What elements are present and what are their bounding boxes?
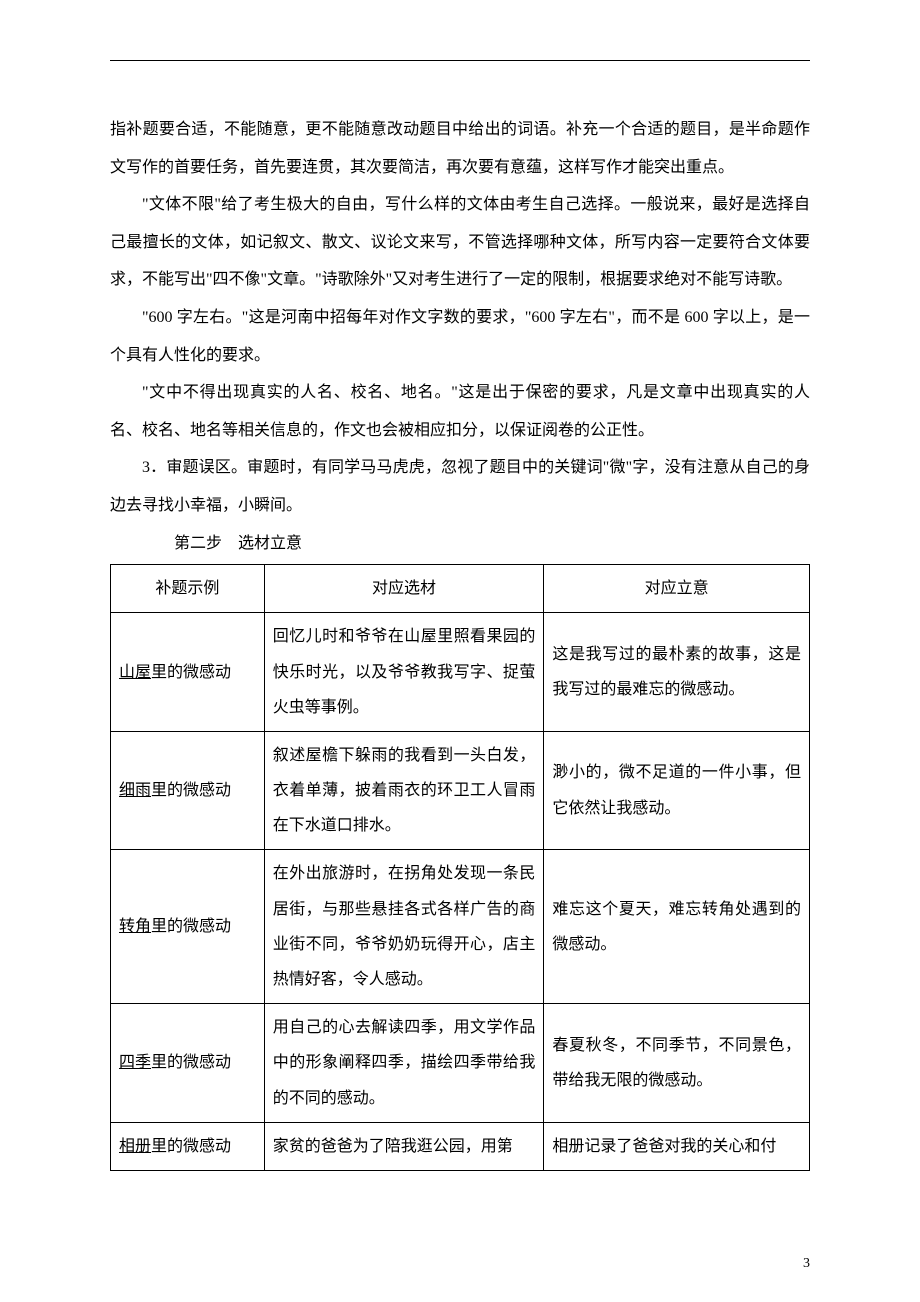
paragraph-4: "文中不得出现真实的人名、校名、地名。"这是出于保密的要求，凡是文章中出现真实的… [110,374,810,449]
cell-material: 家贫的爸爸为了陪我逛公园，用第 [264,1122,544,1170]
cell-title: 四季里的微感动 [111,1004,265,1123]
cell-title: 转角里的微感动 [111,850,265,1004]
step-title: 第二步 选材立意 [110,525,810,563]
cell-intent: 这是我写过的最朴素的故事，这是我写过的最难忘的微感动。 [544,613,810,732]
cell-title: 相册里的微感动 [111,1122,265,1170]
underline-text: 转角 [119,918,151,935]
table-row: 相册里的微感动 家贫的爸爸为了陪我逛公园，用第 相册记录了爸爸对我的关心和付 [111,1122,810,1170]
paragraph-2: "文体不限"给了考生极大的自由，写什么样的文体由考生自己选择。一般说来，最好是选… [110,186,810,299]
cell-title: 细雨里的微感动 [111,731,265,850]
top-divider [110,60,810,61]
cell-material: 用自己的心去解读四季，用文学作品中的形象阐释四季，描绘四季带给我的不同的感动。 [264,1004,544,1123]
table-header-2: 对应选材 [264,565,544,613]
cell-intent: 相册记录了爸爸对我的关心和付 [544,1122,810,1170]
cell-material: 在外出旅游时，在拐角处发现一条民居街，与那些悬挂各式各样广告的商业街不同，爷爷奶… [264,850,544,1004]
underline-text: 四季 [119,1054,151,1071]
cell-intent: 春夏秋冬，不同季节，不同景色，带给我无限的微感动。 [544,1004,810,1123]
underline-text: 细雨 [119,782,151,799]
underline-text: 相册 [119,1138,151,1155]
cell-material: 叙述屋檐下躲雨的我看到一头白发，衣着单薄，披着雨衣的环卫工人冒雨在下水道口排水。 [264,731,544,850]
table-row: 转角里的微感动 在外出旅游时，在拐角处发现一条民居街，与那些悬挂各式各样广告的商… [111,850,810,1004]
title-rest: 里的微感动 [151,782,231,799]
table-body: 山屋里的微感动 回忆儿时和爷爷在山屋里照看果园的快乐时光，以及爷爷教我写字、捉萤… [111,613,810,1171]
paragraph-5: 3．审题误区。审题时，有同学马马虎虎，忽视了题目中的关键词"微"字，没有注意从自… [110,449,810,524]
table-row: 山屋里的微感动 回忆儿时和爷爷在山屋里照看果园的快乐时光，以及爷爷教我写字、捉萤… [111,613,810,732]
table-row: 细雨里的微感动 叙述屋檐下躲雨的我看到一头白发，衣着单薄，披着雨衣的环卫工人冒雨… [111,731,810,850]
underline-text: 山屋 [119,664,151,681]
title-rest: 里的微感动 [151,1054,231,1071]
cell-title: 山屋里的微感动 [111,613,265,732]
title-rest: 里的微感动 [151,1138,231,1155]
paragraph-1: 指补题要合适，不能随意，更不能随意改动题目中给出的词语。补充一个合适的题目，是半… [110,111,810,186]
document-page: 指补题要合适，不能随意，更不能随意改动题目中给出的词语。补充一个合适的题目，是半… [0,0,920,1302]
table-header-1: 补题示例 [111,565,265,613]
cell-intent: 难忘这个夏天，难忘转角处遇到的微感动。 [544,850,810,1004]
example-table: 补题示例 对应选材 对应立意 山屋里的微感动 回忆儿时和爷爷在山屋里照看果园的快… [110,564,810,1171]
title-rest: 里的微感动 [151,664,231,681]
cell-intent: 渺小的，微不足道的一件小事，但它依然让我感动。 [544,731,810,850]
title-rest: 里的微感动 [151,918,231,935]
table-row: 四季里的微感动 用自己的心去解读四季，用文学作品中的形象阐释四季，描绘四季带给我… [111,1004,810,1123]
table-header-3: 对应立意 [544,565,810,613]
page-number: 3 [803,1256,810,1272]
cell-material: 回忆儿时和爷爷在山屋里照看果园的快乐时光，以及爷爷教我写字、捉萤火虫等事例。 [264,613,544,732]
table-header-row: 补题示例 对应选材 对应立意 [111,565,810,613]
paragraph-3: "600 字左右。"这是河南中招每年对作文字数的要求，"600 字左右"，而不是… [110,299,810,374]
